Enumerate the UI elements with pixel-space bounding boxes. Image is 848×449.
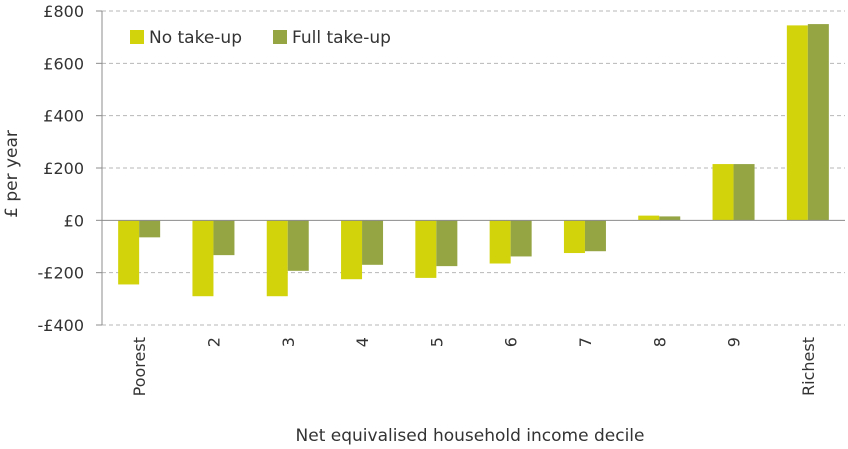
x-tick-label: 5 xyxy=(427,337,446,347)
bar-no-take-up-5 xyxy=(415,220,437,278)
y-tick-label: -£400 xyxy=(38,316,85,335)
bar-no-take-up-9 xyxy=(712,164,734,221)
y-axis-title: £ per year xyxy=(2,130,22,218)
bar-full-take-up-10 xyxy=(807,24,829,221)
bar-no-take-up-7 xyxy=(563,220,585,254)
x-axis-title: Net equivalised household income decile xyxy=(296,426,645,446)
x-tick-label: 3 xyxy=(279,337,298,347)
legend-swatch-full-take-up xyxy=(273,30,287,44)
bar-full-take-up-8 xyxy=(659,216,681,221)
x-tick-label: 6 xyxy=(502,337,521,347)
bar-full-take-up-2 xyxy=(213,220,235,256)
y-tick-label: £0 xyxy=(64,211,84,230)
bar-full-take-up-4 xyxy=(362,220,384,265)
bar-no-take-up-6 xyxy=(489,220,511,264)
bar-full-take-up-1 xyxy=(139,220,161,238)
legend-label-no-take-up: No take-up xyxy=(149,28,242,48)
y-tick-labels: -£400 -£200 £0 £200 £400 £600 £800 xyxy=(38,2,85,335)
bar-no-take-up-3 xyxy=(266,220,288,297)
bar-full-take-up-9 xyxy=(733,164,755,221)
x-tick-label: 2 xyxy=(204,337,223,347)
bar-no-take-up-8 xyxy=(638,215,660,221)
y-tick-label: £200 xyxy=(43,159,84,178)
x-tick-label: 9 xyxy=(725,337,744,347)
bar-full-take-up-5 xyxy=(436,220,458,267)
axes xyxy=(96,10,845,326)
legend-label-full-take-up: Full take-up xyxy=(292,28,391,48)
x-tick-label: Richest xyxy=(799,337,818,396)
bar-no-take-up-1 xyxy=(118,220,140,285)
bar-no-take-up-2 xyxy=(192,220,214,297)
x-tick-label: 4 xyxy=(353,337,372,347)
x-tick-label: Poorest xyxy=(130,337,149,396)
y-tick-label: -£200 xyxy=(38,264,85,283)
legend-swatch-no-take-up xyxy=(130,30,144,44)
x-tick-label: 8 xyxy=(650,337,669,347)
bar-no-take-up-10 xyxy=(786,25,808,221)
x-tick-label: 7 xyxy=(576,337,595,347)
bar-no-take-up-4 xyxy=(341,220,363,280)
bar-full-take-up-6 xyxy=(510,220,532,257)
bar-full-take-up-3 xyxy=(287,220,309,271)
y-tick-label: £800 xyxy=(43,2,84,21)
bar-full-take-up-7 xyxy=(584,220,606,252)
y-tick-label: £600 xyxy=(43,54,84,73)
x-tick-labels: Poorest 2 3 4 5 6 7 8 9 Richest xyxy=(130,337,818,396)
bars xyxy=(118,24,829,297)
y-tick-label: £400 xyxy=(43,107,84,126)
legend: No take-up Full take-up xyxy=(130,28,391,48)
